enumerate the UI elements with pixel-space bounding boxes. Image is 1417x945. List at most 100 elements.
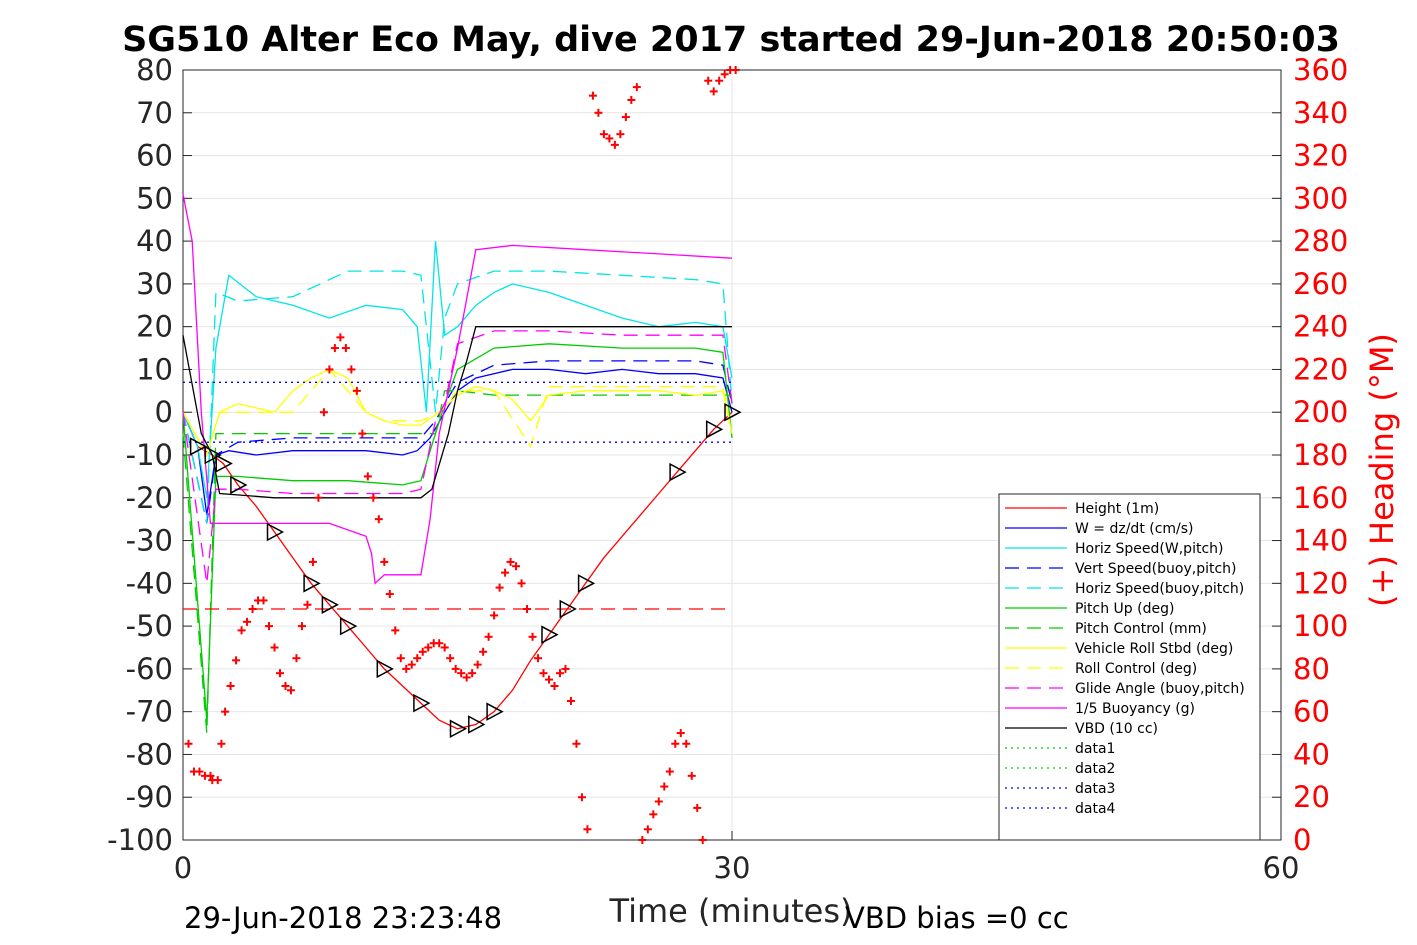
heading-point <box>325 365 334 374</box>
left-y-axis: 80 70 60 50 40 30 20 10 0 -10 -20 -30 -40 -50 -60 -70 -8… <box>107 53 192 857</box>
series-line-4 <box>182 270 733 524</box>
heading-point <box>451 664 460 673</box>
heading-point <box>588 91 597 100</box>
heading-point <box>528 632 537 641</box>
height-marker <box>486 702 504 721</box>
series-line-5 <box>182 343 733 721</box>
heading-point <box>184 739 193 748</box>
height-marker <box>339 616 358 636</box>
heading-point <box>534 654 543 663</box>
y-right-tick-label: 360 <box>1293 53 1348 87</box>
right-y-axis-label: (+) Heading (°M) <box>1363 333 1401 607</box>
heading-point <box>704 76 713 85</box>
y-tick-label: 40 <box>136 224 173 258</box>
legend-label: data2 <box>1075 761 1115 777</box>
series-line-10 <box>182 193 733 585</box>
heading-point <box>237 626 246 635</box>
heading-point <box>649 810 658 819</box>
heading-point <box>424 643 433 652</box>
heading-point <box>275 669 284 678</box>
y-tick-label: 30 <box>136 267 173 301</box>
legend-label: data1 <box>1075 741 1115 757</box>
legend-label: data3 <box>1075 781 1115 797</box>
heading-markers <box>184 66 740 844</box>
y-tick-label: 70 <box>136 96 173 130</box>
x-axis-label: Time (minutes) <box>609 892 853 930</box>
heading-point <box>286 686 295 695</box>
legend-label: VBD (10 cc) <box>1075 721 1158 737</box>
heading-point <box>270 643 279 652</box>
y-tick-label: -60 <box>126 652 173 686</box>
heading-point <box>243 617 252 626</box>
heading-point <box>517 579 526 588</box>
series-line-7 <box>182 368 733 457</box>
heading-point <box>605 134 614 143</box>
heading-point <box>217 739 226 748</box>
y-right-tick-label: 220 <box>1293 352 1348 386</box>
x-tick-label: 0 <box>174 851 192 885</box>
y-tick-label: -90 <box>126 780 173 814</box>
height-marker <box>724 402 742 422</box>
heading-point <box>660 782 669 791</box>
height-marker <box>468 715 486 734</box>
y-tick-label: 60 <box>136 139 173 173</box>
heading-point <box>610 140 619 149</box>
heading-point <box>396 654 405 663</box>
y-right-tick-label: 260 <box>1293 267 1348 301</box>
x-tick-label: 60 <box>1263 851 1300 885</box>
heading-point <box>232 656 241 665</box>
legend-label: Pitch Up (deg) <box>1075 601 1174 617</box>
heading-point <box>314 493 323 502</box>
heading-point <box>501 568 510 577</box>
y-right-tick-label: 60 <box>1293 695 1330 729</box>
height-marker <box>413 693 431 713</box>
height-marker <box>215 454 233 473</box>
height-marker <box>321 595 339 614</box>
heading-point <box>638 836 647 844</box>
height-marker <box>449 719 468 739</box>
series-line-1 <box>182 368 733 515</box>
heading-point <box>583 825 592 834</box>
heading-point <box>468 669 477 678</box>
heading-point <box>195 767 204 776</box>
y-tick-label: -100 <box>107 823 173 857</box>
height-marker <box>266 522 285 542</box>
legend-label: data4 <box>1075 801 1116 817</box>
heading-point <box>643 825 652 834</box>
heading-point <box>676 729 685 738</box>
heading-point <box>479 647 488 656</box>
series-line-9 <box>182 330 733 584</box>
y-right-tick-label: 280 <box>1293 224 1348 258</box>
heading-point <box>213 776 222 785</box>
y-tick-label: 50 <box>136 181 173 215</box>
legend-label: Horiz Speed(buoy,pitch) <box>1075 581 1244 597</box>
series-line-6 <box>182 390 732 734</box>
heading-point <box>363 472 372 481</box>
heading-point <box>599 130 608 139</box>
heading-point <box>248 605 257 613</box>
height-marker <box>705 420 724 439</box>
legend: Height (1m) W = dz/dt (cm/s) Horiz Speed(W… <box>998 493 1261 841</box>
heading-point <box>462 673 471 682</box>
y-tick-label: 80 <box>136 53 173 87</box>
heading-point <box>566 696 575 705</box>
heading-point <box>319 408 328 417</box>
legend-label: Roll Control (deg) <box>1075 661 1197 677</box>
footer-vbd-bias: VBD bias =0 cc <box>845 901 1069 935</box>
x-tick-label: 30 <box>714 851 751 885</box>
heading-point <box>594 108 603 117</box>
heading-point <box>627 95 636 104</box>
legend-label: Vehicle Roll Stbd (deg) <box>1075 641 1233 657</box>
heading-point <box>440 643 449 652</box>
height-marker <box>577 574 596 593</box>
heading-point <box>715 76 724 85</box>
height-marker <box>541 625 559 644</box>
heading-point <box>545 675 553 684</box>
heading-point <box>221 707 230 716</box>
heading-point <box>698 836 707 844</box>
legend-label: W = dz/dt (cm/s) <box>1075 521 1194 537</box>
legend-label: Horiz Speed(W,pitch) <box>1075 541 1223 557</box>
heading-point <box>297 622 306 631</box>
series-line-3 <box>182 360 733 524</box>
height-marker <box>204 445 222 465</box>
